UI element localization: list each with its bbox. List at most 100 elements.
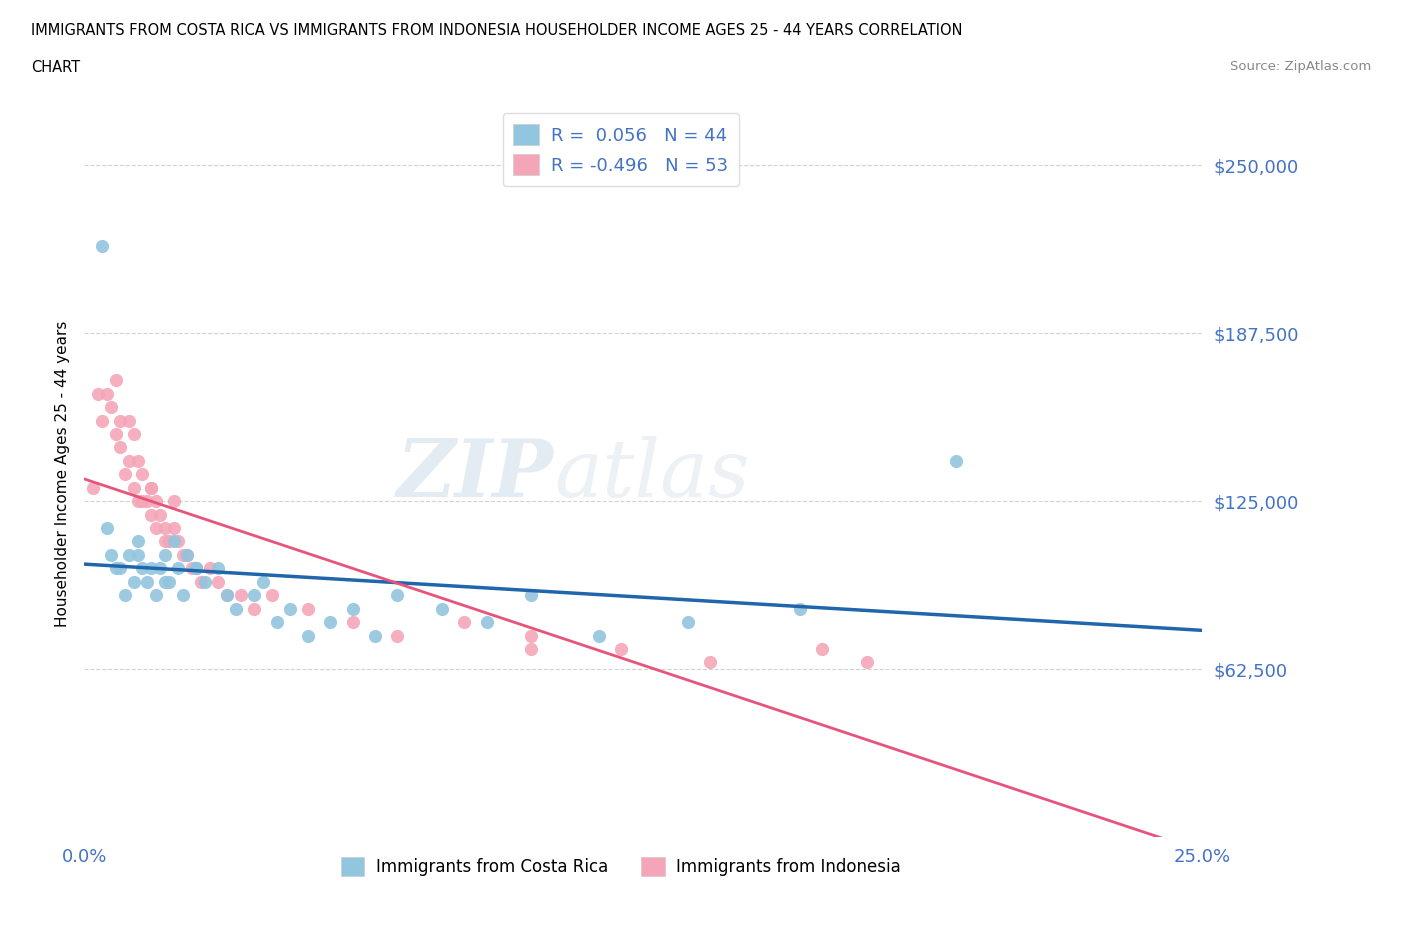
Point xyxy=(198,561,221,576)
Point xyxy=(319,615,342,630)
Point xyxy=(342,601,364,616)
Point xyxy=(163,534,186,549)
Point xyxy=(207,575,229,590)
Point xyxy=(243,588,266,603)
Point xyxy=(430,601,453,616)
Point xyxy=(104,427,127,442)
Point xyxy=(252,575,274,590)
Point xyxy=(149,507,172,522)
Point xyxy=(141,480,163,495)
Point xyxy=(108,440,131,455)
Point xyxy=(676,615,699,630)
Point xyxy=(342,615,364,630)
Point xyxy=(100,400,122,415)
Point xyxy=(96,521,118,536)
Point xyxy=(217,588,239,603)
Point xyxy=(811,642,834,657)
Point xyxy=(262,588,284,603)
Point xyxy=(855,655,877,670)
Point xyxy=(127,454,149,469)
Point xyxy=(243,601,266,616)
Point xyxy=(194,575,217,590)
Point xyxy=(131,561,153,576)
Point xyxy=(153,521,176,536)
Point xyxy=(131,467,153,482)
Text: IMMIGRANTS FROM COSTA RICA VS IMMIGRANTS FROM INDONESIA HOUSEHOLDER INCOME AGES : IMMIGRANTS FROM COSTA RICA VS IMMIGRANTS… xyxy=(31,23,963,38)
Text: CHART: CHART xyxy=(31,60,80,75)
Text: atlas: atlas xyxy=(554,435,749,513)
Point xyxy=(149,561,172,576)
Y-axis label: Householder Income Ages 25 - 44 years: Householder Income Ages 25 - 44 years xyxy=(55,321,70,628)
Point xyxy=(387,628,409,643)
Point xyxy=(127,534,149,549)
Point xyxy=(266,615,288,630)
Point xyxy=(153,548,176,563)
Point xyxy=(122,575,145,590)
Point xyxy=(186,561,208,576)
Point xyxy=(118,413,141,428)
Point xyxy=(520,642,543,657)
Point xyxy=(82,480,104,495)
Point xyxy=(520,588,543,603)
Point xyxy=(87,386,110,401)
Point xyxy=(588,628,610,643)
Point xyxy=(118,548,141,563)
Point xyxy=(207,561,229,576)
Point xyxy=(176,548,198,563)
Point xyxy=(186,561,208,576)
Point xyxy=(104,561,127,576)
Legend: Immigrants from Costa Rica, Immigrants from Indonesia: Immigrants from Costa Rica, Immigrants f… xyxy=(335,851,908,884)
Point xyxy=(145,588,167,603)
Point xyxy=(167,561,190,576)
Point xyxy=(172,548,194,563)
Point xyxy=(186,561,208,576)
Point xyxy=(153,534,176,549)
Point xyxy=(127,548,149,563)
Point xyxy=(141,507,163,522)
Point xyxy=(297,601,319,616)
Point xyxy=(163,521,186,536)
Point xyxy=(190,575,212,590)
Point xyxy=(122,480,145,495)
Point xyxy=(131,494,153,509)
Point xyxy=(297,628,319,643)
Point xyxy=(945,454,967,469)
Point xyxy=(91,238,114,253)
Point xyxy=(364,628,387,643)
Point xyxy=(96,386,118,401)
Point xyxy=(145,521,167,536)
Point xyxy=(141,480,163,495)
Point xyxy=(157,575,180,590)
Point xyxy=(114,467,136,482)
Point xyxy=(520,628,543,643)
Point xyxy=(387,588,409,603)
Point xyxy=(167,534,190,549)
Point xyxy=(108,413,131,428)
Point xyxy=(163,494,186,509)
Point xyxy=(108,561,131,576)
Point xyxy=(176,548,198,563)
Point xyxy=(91,413,114,428)
Point xyxy=(699,655,721,670)
Point xyxy=(122,427,145,442)
Point xyxy=(104,373,127,388)
Point xyxy=(157,534,180,549)
Point xyxy=(127,494,149,509)
Text: ZIP: ZIP xyxy=(396,435,554,513)
Point xyxy=(229,588,252,603)
Point xyxy=(145,494,167,509)
Point xyxy=(141,561,163,576)
Point xyxy=(278,601,301,616)
Point xyxy=(100,548,122,563)
Point xyxy=(225,601,247,616)
Point xyxy=(217,588,239,603)
Point xyxy=(136,494,159,509)
Point xyxy=(610,642,633,657)
Point xyxy=(118,454,141,469)
Point xyxy=(114,588,136,603)
Point xyxy=(153,575,176,590)
Point xyxy=(453,615,475,630)
Text: Source: ZipAtlas.com: Source: ZipAtlas.com xyxy=(1230,60,1371,73)
Point xyxy=(172,588,194,603)
Point xyxy=(136,575,159,590)
